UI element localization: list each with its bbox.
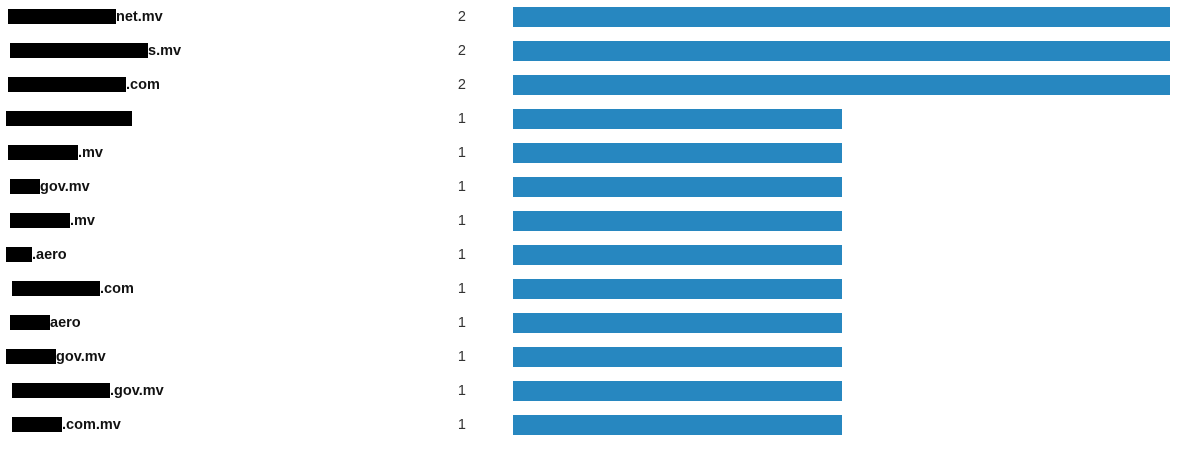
domain-label-text: .gov.mv xyxy=(110,383,164,399)
count-label: 1 xyxy=(457,213,466,229)
redaction-box xyxy=(6,349,56,364)
domain-label: .com xyxy=(8,75,160,95)
count-label: 2 xyxy=(457,9,466,25)
domain-label: gov.mv xyxy=(6,347,106,367)
domain-label-text: .com xyxy=(100,281,134,297)
redaction-box xyxy=(8,77,126,92)
chart-row: gov.mv 1 xyxy=(0,340,1178,374)
domain-label-text: .com xyxy=(126,77,160,93)
domain-label: gov.mv xyxy=(10,177,90,197)
redaction-box xyxy=(10,213,70,228)
domain-label: .com.mv xyxy=(10,415,121,435)
redaction-box xyxy=(10,179,40,194)
domain-label: .mv xyxy=(10,211,95,231)
count-label: 1 xyxy=(457,417,466,433)
domain-label: .gov.mv xyxy=(10,381,164,401)
count-label: 1 xyxy=(457,247,466,263)
bar xyxy=(513,279,842,299)
chart-row: s.mv 2 xyxy=(0,34,1178,68)
domain-label xyxy=(6,109,132,129)
chart-row: .aero 1 xyxy=(0,238,1178,272)
count-label: 1 xyxy=(457,111,466,127)
count-label: 1 xyxy=(457,315,466,331)
count-label: 2 xyxy=(457,77,466,93)
redaction-box xyxy=(12,417,62,432)
domain-label: s.mv xyxy=(10,41,181,61)
bar xyxy=(513,313,842,333)
domain-label-text: net.mv xyxy=(116,9,163,25)
bar xyxy=(513,177,842,197)
bar xyxy=(513,347,842,367)
redaction-box xyxy=(12,383,110,398)
bar xyxy=(513,143,842,163)
domain-label-text: .aero xyxy=(32,247,67,263)
bar xyxy=(513,109,842,129)
domain-label: .mv xyxy=(8,143,103,163)
bar xyxy=(513,245,842,265)
chart-row: .com 2 xyxy=(0,68,1178,102)
chart-row: aero 1 xyxy=(0,306,1178,340)
bar xyxy=(513,211,842,231)
redaction-box xyxy=(6,247,32,262)
domain-label-text: .com.mv xyxy=(62,417,121,433)
domain-label: .aero xyxy=(6,245,67,265)
count-label: 1 xyxy=(457,145,466,161)
count-label: 2 xyxy=(457,43,466,59)
redaction-box xyxy=(10,315,50,330)
count-label: 1 xyxy=(457,349,466,365)
chart-row: gov.mv 1 xyxy=(0,170,1178,204)
redaction-box xyxy=(6,111,132,126)
chart-row: net.mv 2 xyxy=(0,0,1178,34)
domain-label-text: gov.mv xyxy=(40,179,90,195)
chart-row: .gov.mv 1 xyxy=(0,374,1178,408)
bar xyxy=(513,7,1170,27)
bar xyxy=(513,381,842,401)
count-label: 1 xyxy=(457,179,466,195)
count-label: 1 xyxy=(457,383,466,399)
redaction-box xyxy=(8,9,116,24)
redaction-box xyxy=(10,43,148,58)
count-label: 1 xyxy=(457,281,466,297)
chart-row: .mv 1 xyxy=(0,204,1178,238)
bar xyxy=(513,75,1170,95)
domain-label: .com xyxy=(10,279,134,299)
bar xyxy=(513,41,1170,61)
chart-row: .mv 1 xyxy=(0,136,1178,170)
redaction-box xyxy=(12,281,100,296)
domain-label-text: .mv xyxy=(78,145,103,161)
chart-row: .com 1 xyxy=(0,272,1178,306)
domain-label-text: gov.mv xyxy=(56,349,106,365)
bar xyxy=(513,415,842,435)
domain-label-text: s.mv xyxy=(148,43,182,59)
domain-label: aero xyxy=(10,313,81,333)
redaction-box xyxy=(8,145,78,160)
domain-label-text: .mv xyxy=(70,213,95,229)
chart-row: 1 xyxy=(0,102,1178,136)
domain-label: net.mv xyxy=(8,7,163,27)
domain-label-text: aero xyxy=(50,315,81,331)
chart-row: .com.mv 1 xyxy=(0,408,1178,442)
